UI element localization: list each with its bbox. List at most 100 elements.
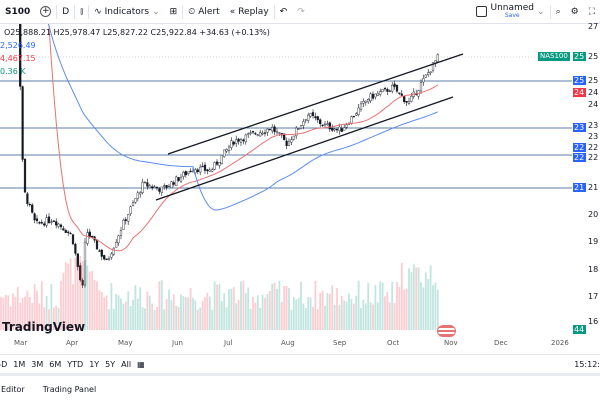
chevron-down-icon: ⌄ bbox=[152, 6, 160, 17]
volume-bar bbox=[136, 298, 139, 330]
candle-body bbox=[189, 170, 192, 173]
alert-button[interactable]: ⏲ Alert bbox=[183, 0, 224, 23]
range-button-1y[interactable]: 1Y bbox=[89, 359, 100, 369]
volume-bar bbox=[350, 298, 353, 330]
candle-body bbox=[278, 132, 281, 134]
volume-bar bbox=[244, 293, 247, 330]
range-button-all[interactable]: All bbox=[121, 359, 132, 369]
replay-button[interactable]: «Replay bbox=[225, 0, 274, 23]
volume-bar bbox=[12, 293, 14, 330]
price-chart[interactable] bbox=[0, 24, 600, 354]
candle-body bbox=[187, 171, 190, 174]
candle-body bbox=[211, 169, 214, 172]
volume-bar bbox=[194, 300, 197, 330]
candle-body bbox=[254, 133, 257, 135]
price-tick: 23 bbox=[588, 132, 599, 141]
volume-bar bbox=[379, 281, 382, 330]
candle-body bbox=[57, 223, 60, 227]
candle-body bbox=[110, 253, 113, 258]
add-symbol-button[interactable]: + bbox=[35, 0, 56, 23]
replay-icon: « bbox=[229, 6, 236, 17]
price-label-box: 25 bbox=[573, 76, 586, 85]
volume-bar bbox=[45, 295, 48, 330]
volume-bar bbox=[199, 307, 202, 330]
range-button-6m[interactable]: 6M bbox=[49, 359, 62, 369]
candle-body bbox=[47, 216, 51, 224]
settings-button[interactable]: ⚙ bbox=[566, 0, 584, 23]
volume-bar bbox=[302, 303, 305, 330]
range-button-5d[interactable]: 5D bbox=[0, 359, 8, 369]
volume-bar bbox=[64, 262, 67, 330]
quick-search-button[interactable]: ⌕ bbox=[551, 0, 566, 23]
time-tick: Jul bbox=[224, 339, 233, 347]
volume-bar bbox=[319, 292, 322, 330]
candle-body bbox=[100, 249, 103, 257]
undo-button[interactable]: ↶ bbox=[275, 0, 293, 23]
volume-bar bbox=[297, 298, 300, 330]
candle-body bbox=[213, 162, 216, 170]
channel-lower-line bbox=[155, 96, 454, 201]
volume-bar bbox=[0, 296, 2, 330]
volume-bar bbox=[60, 280, 62, 330]
volume-bar bbox=[355, 295, 358, 330]
candle-body bbox=[124, 219, 127, 221]
candle-body bbox=[203, 164, 207, 171]
volume-bar bbox=[141, 307, 144, 330]
candle-body bbox=[218, 162, 221, 166]
candle-body bbox=[88, 231, 91, 237]
time-tick: May bbox=[118, 339, 133, 347]
volume-bar bbox=[424, 272, 427, 330]
volume-bar bbox=[211, 309, 214, 330]
volume-bar bbox=[235, 303, 238, 330]
volume-bar bbox=[115, 293, 118, 330]
range-button-1m[interactable]: 1M bbox=[13, 359, 26, 369]
price-label-box: 44 bbox=[573, 325, 586, 334]
time-tick: Mar bbox=[14, 339, 28, 347]
volume-bar bbox=[364, 303, 367, 330]
candle-body bbox=[403, 96, 406, 102]
chart-type-button[interactable]: ⫾ bbox=[75, 0, 88, 23]
candle-body bbox=[105, 258, 108, 260]
templates-button[interactable]: ⊞ bbox=[165, 0, 183, 23]
time-tick: Oct bbox=[387, 339, 400, 347]
interval-button[interactable]: D bbox=[57, 0, 74, 23]
candle-body bbox=[71, 234, 75, 245]
range-button-5y[interactable]: 5Y bbox=[105, 359, 116, 369]
candle-body bbox=[117, 235, 120, 244]
candle-body bbox=[359, 103, 363, 110]
price-tick: 21 bbox=[588, 183, 599, 192]
candle-body bbox=[273, 126, 276, 133]
volume-bar bbox=[391, 281, 394, 330]
volume-bar bbox=[33, 284, 36, 330]
volume-bar bbox=[396, 282, 398, 330]
candle-body bbox=[112, 247, 115, 255]
volume-bar bbox=[328, 293, 331, 330]
candle-body bbox=[215, 161, 219, 165]
candle-body bbox=[352, 116, 355, 118]
candle-body bbox=[165, 185, 168, 188]
candle-body bbox=[76, 253, 79, 268]
candle-body bbox=[21, 86, 24, 160]
time-tick: Sep bbox=[333, 339, 347, 347]
candle-body bbox=[31, 204, 34, 213]
candle-body bbox=[395, 84, 399, 92]
tab-editor[interactable]: Editor bbox=[1, 385, 25, 394]
candle-body bbox=[268, 128, 271, 131]
volume-bar bbox=[372, 304, 374, 330]
redo-button[interactable]: ↷ bbox=[292, 0, 310, 23]
ma-fast-value: 4,467.15 bbox=[0, 54, 36, 63]
interval-label: D bbox=[62, 6, 70, 17]
fullscreen-button[interactable]: ⛶ bbox=[584, 0, 600, 23]
range-button-3m[interactable]: 3M bbox=[31, 359, 44, 369]
layout-button[interactable]: Unnamed Save ⌄ bbox=[471, 0, 549, 23]
candle-body bbox=[35, 218, 39, 222]
tab-trading-panel[interactable]: Trading Panel bbox=[42, 385, 97, 394]
volume-bar bbox=[283, 286, 286, 330]
symbol-search[interactable]: S100 bbox=[0, 0, 35, 23]
indicators-button[interactable]: ∿ Indicators ⌄ bbox=[89, 0, 165, 23]
range-button-ytd[interactable]: YTD bbox=[67, 359, 84, 369]
candle-body bbox=[369, 93, 372, 102]
ma-fast-line bbox=[48, 24, 439, 252]
candle-body bbox=[83, 241, 87, 286]
calendar-icon[interactable]: ▦ bbox=[137, 359, 145, 369]
